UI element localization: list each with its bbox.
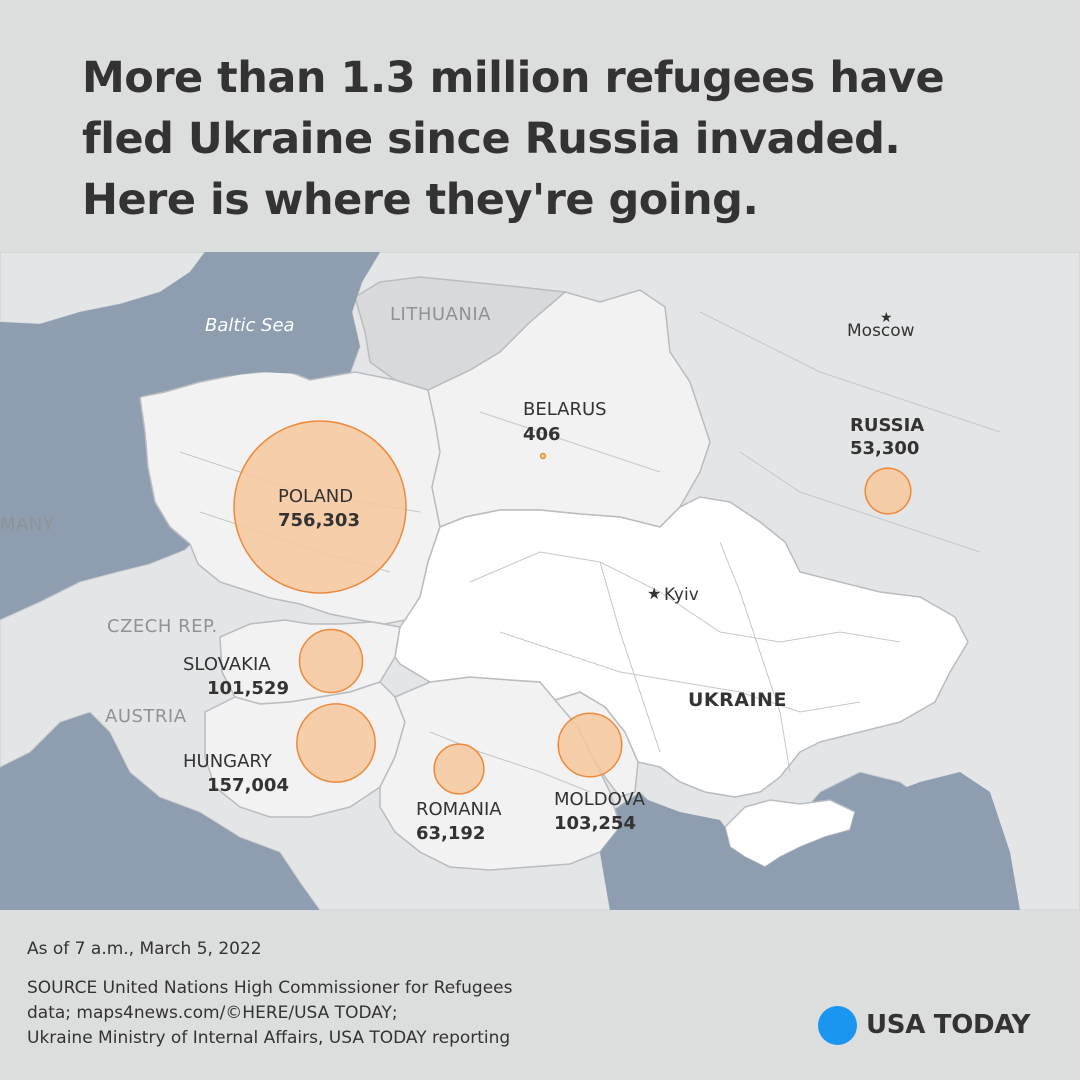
poland-count-label: 756,303 — [278, 510, 360, 531]
austria-label: AUSTRIA — [105, 706, 187, 727]
slovakia-refugee-bubble[interactable] — [298, 628, 364, 694]
moldova-country-label: MOLDOVA — [554, 789, 646, 810]
refugee-labels: POLAND 756,303 HUNGARY 157,004 MOLDOVA 1… — [183, 399, 924, 844]
lithuania-label: LITHUANIA — [390, 304, 491, 325]
belarus-count-label: 406 — [523, 424, 561, 445]
brand-logo[interactable]: USA TODAY — [818, 1005, 1031, 1045]
map-canvas: Baltic Sea LITHUANIA MANY CZECH REP. AUS… — [0, 252, 1080, 910]
bubbles-layer — [233, 420, 912, 795]
kyiv-label: Kyiv — [664, 585, 699, 605]
moldova-refugee-bubble[interactable] — [557, 712, 623, 778]
lithuania-area — [354, 276, 567, 391]
source-note: SOURCE United Nations High Commissioner … — [27, 976, 512, 1051]
road-lines — [179, 311, 1001, 793]
russia-count-label: 53,300 — [850, 438, 919, 459]
romania-country-label: ROMANIA — [416, 799, 502, 820]
czech-label: CZECH REP. — [107, 616, 218, 637]
moscow-label: Moscow — [847, 321, 915, 341]
brand-dot-icon — [818, 1005, 857, 1045]
baltic-sea — [0, 252, 380, 442]
russia-refugee-bubble[interactable] — [864, 467, 912, 515]
romania-count-label: 63,192 — [416, 823, 485, 844]
slovakia-count-label: 101,529 — [207, 678, 289, 699]
headline-line-1: More than 1.3 million refugees have — [82, 53, 945, 103]
headline: More than 1.3 million refugees have fled… — [82, 48, 1042, 231]
source-line-3: Ukraine Ministry of Internal Affairs, US… — [27, 1028, 511, 1048]
belarus-refugee-bubble[interactable] — [539, 452, 547, 460]
russia-country-label: RUSSIA — [850, 415, 924, 436]
headline-line-3: Here is where they're going. — [82, 175, 759, 225]
hungary-count-label: 157,004 — [207, 775, 289, 796]
poland-country-label: POLAND — [278, 486, 353, 507]
belarus-country-label: BELARUS — [523, 399, 607, 420]
source-line-2: data; maps4news.com/©HERE/USA TODAY; — [27, 1003, 398, 1023]
headline-line-2: fled Ukraine since Russia invaded. — [82, 114, 901, 164]
refugee-map[interactable]: Baltic Sea LITHUANIA MANY CZECH REP. AUS… — [0, 252, 1080, 910]
hungary-refugee-bubble[interactable] — [296, 703, 376, 783]
adriatic-sea — [80, 822, 240, 910]
kyiv-star-icon: ★ — [647, 584, 661, 603]
romania-refugee-bubble[interactable] — [433, 743, 485, 795]
ukraine-label: UKRAINE — [688, 689, 787, 711]
brand-name: USA TODAY — [866, 1010, 1031, 1040]
as-of-note: As of 7 a.m., March 5, 2022 — [27, 939, 262, 959]
slovakia-country-label: SLOVAKIA — [183, 654, 271, 675]
germany-label: MANY — [0, 514, 55, 535]
star-icon: ★ — [880, 310, 893, 326]
black-sea — [600, 772, 1020, 910]
poland-refugee-bubble[interactable] — [233, 420, 407, 594]
moldova-count-label: 103,254 — [554, 813, 636, 834]
ukraine-area — [394, 496, 969, 798]
hungary-country-label: HUNGARY — [183, 751, 273, 772]
source-line-1: SOURCE United Nations High Commissioner … — [27, 978, 513, 998]
baltic-sea-label: Baltic Sea — [205, 315, 295, 336]
